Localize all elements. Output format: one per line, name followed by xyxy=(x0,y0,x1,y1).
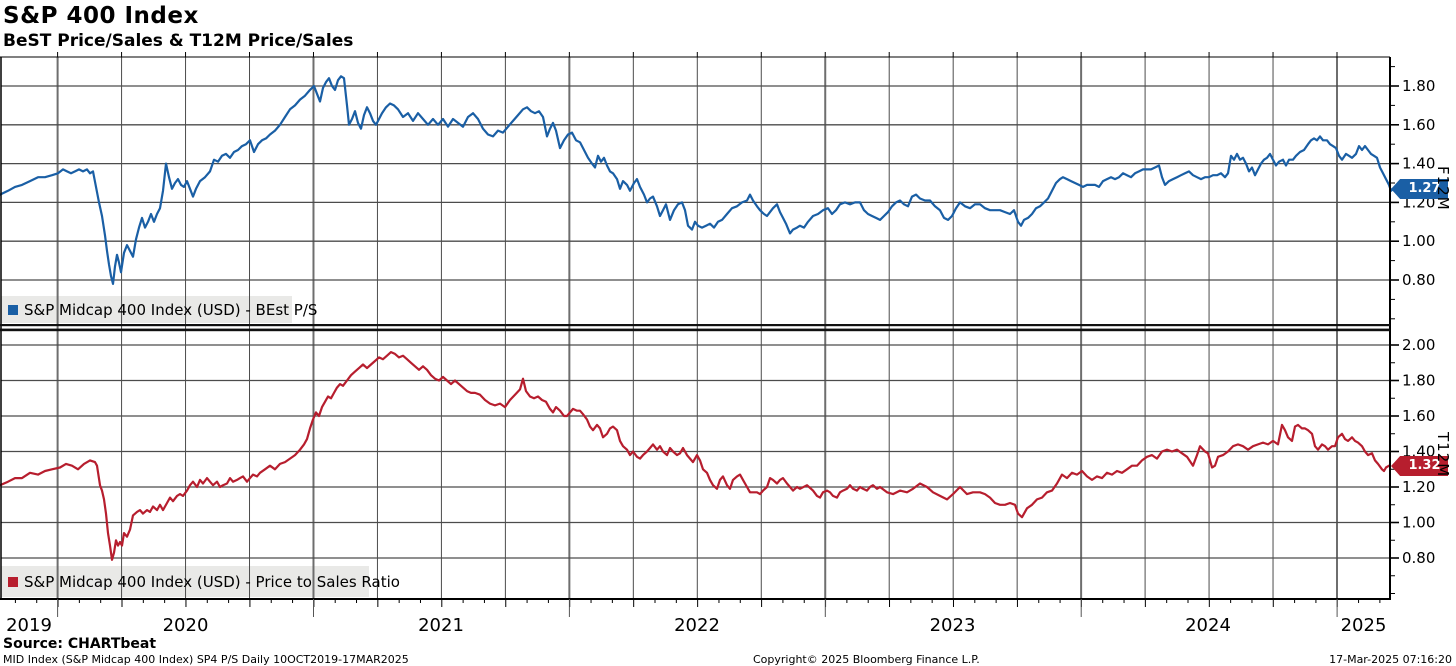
blue-square-icon xyxy=(8,304,18,315)
x-axis-year-label: 2021 xyxy=(418,615,464,636)
x-axis-year-label: 2020 xyxy=(162,615,209,636)
series-line-bottom xyxy=(0,351,1391,561)
x-axis-year-label: 2024 xyxy=(1185,615,1231,636)
right-axis-title-bottom: T12M xyxy=(1434,432,1452,478)
legend-strip-top xyxy=(1,296,292,323)
y-axis-tick-label: 1.60 xyxy=(1402,116,1435,134)
footer-copyright: Copyright© 2025 Bloomberg Finance L.P. xyxy=(753,653,980,666)
y-axis-tick-label: 1.00 xyxy=(1402,232,1435,250)
last-value-tag-t12m[interactable]: 1.32 xyxy=(1391,456,1448,476)
footer-security-info: MID Index (S&P Midcap 400 Index) SP4 P/S… xyxy=(3,653,409,666)
y-axis-tick-label: 1.80 xyxy=(1402,77,1435,95)
panel-divider xyxy=(0,324,1390,327)
legend-price-to-sales[interactable]: S&P Midcap 400 Index (USD) - Price to Sa… xyxy=(1,566,400,597)
y-axis-tick-label: 2.00 xyxy=(1402,336,1435,354)
footer-timestamp: 17-Mar-2025 07:16:20 xyxy=(1329,653,1452,666)
chart-subtitle: BeST Price/Sales & T12M Price/Sales xyxy=(3,31,354,51)
legend-label: S&P Midcap 400 Index (USD) - BEst P/S xyxy=(24,300,318,319)
panel-divider xyxy=(0,328,1390,332)
x-axis-year-label: 2019 xyxy=(6,615,52,636)
red-square-icon xyxy=(8,576,18,587)
x-axis-year-label: 2023 xyxy=(929,615,976,636)
page-title: S&P 400 Index xyxy=(3,3,199,29)
y-axis-tick-label: 1.00 xyxy=(1402,514,1435,532)
legend-best-ps[interactable]: S&P Midcap 400 Index (USD) - BEst P/S xyxy=(1,296,317,323)
series-line-top xyxy=(0,75,1395,285)
legend-strip-bottom xyxy=(1,566,369,597)
x-axis-year-label: 2022 xyxy=(674,615,720,636)
y-axis-tick-label: 0.80 xyxy=(1402,549,1435,567)
source-line: Source: CHARTbeat xyxy=(3,636,157,652)
y-axis-tick-label: 0.80 xyxy=(1402,271,1435,289)
y-axis-tick-label: 1.40 xyxy=(1402,155,1435,173)
legend-label: S&P Midcap 400 Index (USD) - Price to Sa… xyxy=(24,572,400,591)
y-axis-tick-label: 1.80 xyxy=(1402,372,1435,390)
right-axis-title-top: F12M xyxy=(1434,166,1452,211)
y-axis-tick-label: 1.20 xyxy=(1402,478,1435,496)
last-value-tag-f12m[interactable]: 1.27 xyxy=(1391,179,1448,199)
x-axis-year-label: 2025 xyxy=(1340,615,1387,636)
y-axis-tick-label: 1.60 xyxy=(1402,407,1435,425)
